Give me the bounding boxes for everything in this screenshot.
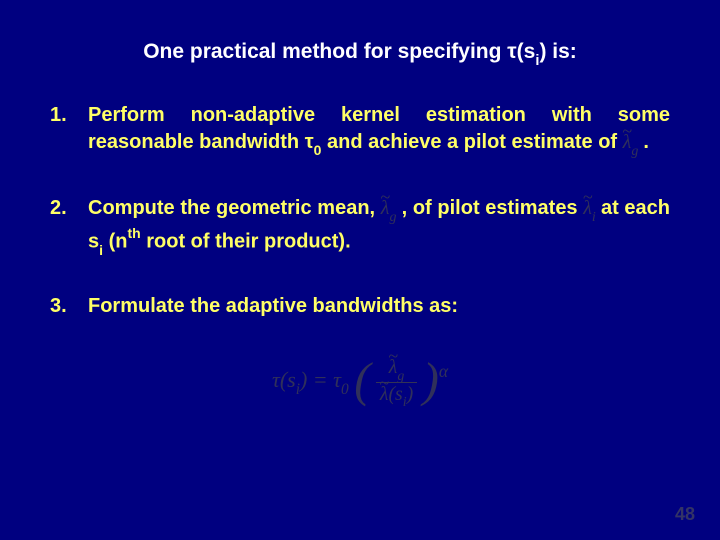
item-number: 3. bbox=[50, 293, 78, 320]
formula-fraction: λg λ(si) bbox=[376, 356, 417, 409]
formula-exponent: α bbox=[439, 361, 448, 381]
text-segment: (s bbox=[280, 367, 296, 392]
formula-tau0: τ0 bbox=[333, 367, 349, 397]
text-segment: . bbox=[643, 131, 649, 153]
ghost-lambda-g: λg bbox=[381, 197, 402, 219]
text-segment: (s bbox=[388, 383, 402, 405]
text-segment: and achieve a pilot estimate of bbox=[321, 131, 622, 153]
slide-heading: One practical method for specifying τ(si… bbox=[50, 40, 670, 67]
item-body: Perform non-adaptive kernel estimation w… bbox=[78, 102, 670, 160]
sub-i: i bbox=[296, 381, 300, 398]
tau-symbol: τ bbox=[333, 367, 341, 392]
paren-open: ( bbox=[354, 354, 370, 407]
heading-sub-i: i bbox=[535, 53, 539, 69]
text-segment: ) bbox=[407, 383, 414, 405]
list-item-1: 1. Perform non-adaptive kernel estimatio… bbox=[50, 102, 670, 160]
sup-th: th bbox=[127, 225, 140, 241]
page-number: 48 bbox=[675, 504, 695, 525]
item-body: Formulate the adaptive bandwidths as: bbox=[78, 293, 670, 320]
heading-tau: τ bbox=[507, 40, 516, 63]
heading-prefix: One practical method for specifying bbox=[143, 40, 507, 63]
list-item-3: 3. Formulate the adaptive bandwidths as: bbox=[50, 293, 670, 320]
tau-symbol: τ bbox=[272, 367, 280, 392]
text-segment: root of their product). bbox=[141, 231, 351, 253]
heading-close: ) is: bbox=[539, 40, 576, 63]
ghost-lambda-i: λi bbox=[583, 197, 601, 219]
text-segment: , of pilot estimates bbox=[402, 197, 584, 219]
text-segment: (n bbox=[103, 231, 127, 253]
item-number: 2. bbox=[50, 195, 78, 257]
formula-lhs: τ(si) = bbox=[272, 367, 328, 397]
slide: One practical method for specifying τ(si… bbox=[0, 0, 720, 540]
item-number: 1. bbox=[50, 102, 78, 160]
sub-zero: 0 bbox=[314, 142, 322, 158]
sub-i: i bbox=[99, 242, 103, 258]
fraction-bottom: λ(si) bbox=[376, 383, 417, 409]
item-body: Compute the geometric mean, λg , of pilo… bbox=[78, 195, 670, 257]
text-segment: Formulate the adaptive bandwidths as: bbox=[88, 295, 458, 317]
text-segment: Compute the geometric mean, bbox=[88, 197, 381, 219]
list-item-2: 2. Compute the geometric mean, λg , of p… bbox=[50, 195, 670, 257]
sub-i: i bbox=[403, 394, 407, 409]
tau-symbol: τ bbox=[305, 131, 314, 153]
paren-close: ) bbox=[423, 354, 439, 407]
ghost-lambda-g: λg bbox=[623, 131, 644, 153]
heading-open: (s bbox=[517, 40, 536, 63]
formula: τ(si) = τ0 ( λg λ(si) )α bbox=[50, 355, 670, 410]
sub-zero: 0 bbox=[341, 381, 349, 398]
text-segment: ) = bbox=[300, 367, 328, 392]
